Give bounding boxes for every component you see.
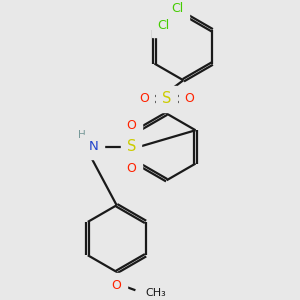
Text: O: O [126, 162, 136, 175]
Text: O: O [126, 119, 136, 132]
Text: CH₃: CH₃ [145, 288, 166, 298]
Text: O: O [139, 92, 149, 106]
Text: Cl: Cl [171, 2, 183, 15]
Text: O: O [112, 279, 122, 292]
Text: N: N [89, 140, 99, 153]
Text: S: S [127, 140, 136, 154]
Text: Cl: Cl [158, 19, 170, 32]
Text: S: S [162, 92, 171, 106]
Text: H: H [78, 130, 86, 140]
Text: O: O [184, 92, 194, 106]
